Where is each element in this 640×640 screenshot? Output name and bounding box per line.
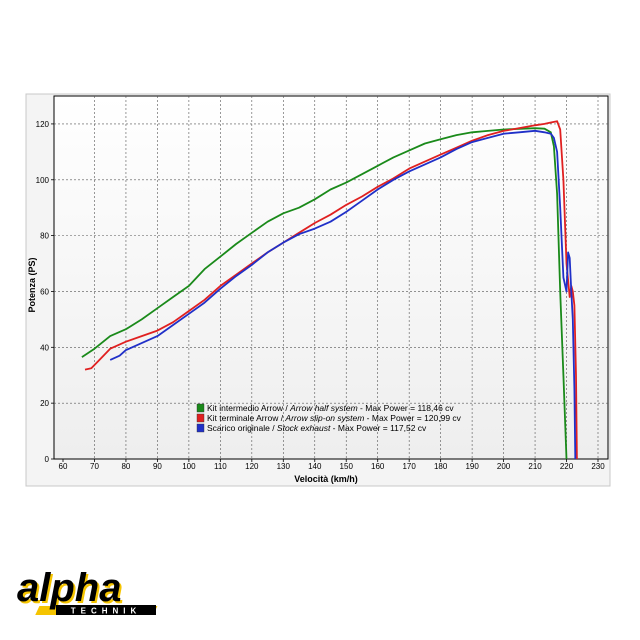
x-tick-label: 130 xyxy=(277,462,291,471)
y-axis-ticks: 0 20 40 60 80 100 120 xyxy=(36,120,54,464)
legend-text-prefix: Kit intermedio Arrow / xyxy=(207,403,290,413)
y-tick-label: 80 xyxy=(40,232,49,241)
x-tick-label: 160 xyxy=(371,462,385,471)
legend-swatch-2 xyxy=(196,423,205,433)
plot-area xyxy=(53,95,609,460)
legend-text-italic: Arrow slip-on system xyxy=(284,413,364,423)
legend-text-italic: Arrow half system xyxy=(289,403,358,413)
legend-text-prefix: Scarico originale / xyxy=(207,423,277,433)
x-axis-title: Velocità (km/h) xyxy=(294,474,358,484)
legend-label-1: Kit terminale Arrow / Arrow slip-on syst… xyxy=(207,413,462,423)
logo-word: alpha xyxy=(17,566,121,610)
series-line-1 xyxy=(84,120,578,460)
x-tick-label: 120 xyxy=(245,462,259,471)
y-tick-label: 20 xyxy=(40,399,49,408)
x-tick-label: 90 xyxy=(153,462,162,471)
logo-subtext-bar xyxy=(56,605,156,615)
y-tick-label: 0 xyxy=(45,455,50,464)
legend-swatch-0 xyxy=(196,403,205,413)
legend-text-suffix: - Max Power = 118,46 cv xyxy=(358,403,455,413)
legend-swatch-1 xyxy=(196,413,205,423)
x-axis-ticks: 60 70 80 90 100 110 120 130 140 150 160 170 180 190 20… xyxy=(59,459,605,471)
x-tick-label: 180 xyxy=(434,462,448,471)
x-tick-label: 100 xyxy=(182,462,196,471)
logo-subtext: TECHNIK xyxy=(71,607,142,616)
logo-word-shadow: alpha xyxy=(19,568,123,612)
series-line-2 xyxy=(109,129,577,460)
x-tick-label: 210 xyxy=(528,462,542,471)
legend: Kit intermedio Arrow / Arrow half system… xyxy=(196,403,462,433)
x-tick-label: 230 xyxy=(591,462,605,471)
x-tick-label: 200 xyxy=(497,462,511,471)
grid xyxy=(54,96,608,459)
x-tick-label: 190 xyxy=(465,462,479,471)
legend-text-prefix: Kit terminale Arrow / xyxy=(207,413,285,423)
x-tick-label: 140 xyxy=(308,462,322,471)
legend-label-0: Kit intermedio Arrow / Arrow half system… xyxy=(207,403,454,413)
y-tick-label: 100 xyxy=(36,176,50,185)
x-tick-label: 70 xyxy=(90,462,99,471)
x-tick-label: 60 xyxy=(59,462,68,471)
series-line-0 xyxy=(81,127,568,460)
alpha-technik-logo: alpha alpha TECHNIK xyxy=(17,566,158,616)
x-tick-label: 110 xyxy=(214,462,227,471)
x-tick-label: 170 xyxy=(402,462,416,471)
x-tick-label: 220 xyxy=(560,462,574,471)
y-tick-label: 120 xyxy=(36,120,50,129)
x-tick-label: 150 xyxy=(340,462,354,471)
series-group xyxy=(81,120,578,460)
legend-text-suffix: - Max Power = 120,99 cv xyxy=(364,413,461,423)
legend-label-2: Scarico originale / Stock exhaust - Max … xyxy=(207,423,427,433)
legend-text-italic: Stock exhaust xyxy=(277,423,331,433)
y-tick-label: 60 xyxy=(40,287,49,296)
y-tick-label: 40 xyxy=(40,343,49,352)
x-tick-label: 80 xyxy=(121,462,130,471)
y-axis-title: Potenza (PS) xyxy=(27,257,37,312)
legend-text-suffix: - Max Power = 117,52 cv xyxy=(330,423,427,433)
